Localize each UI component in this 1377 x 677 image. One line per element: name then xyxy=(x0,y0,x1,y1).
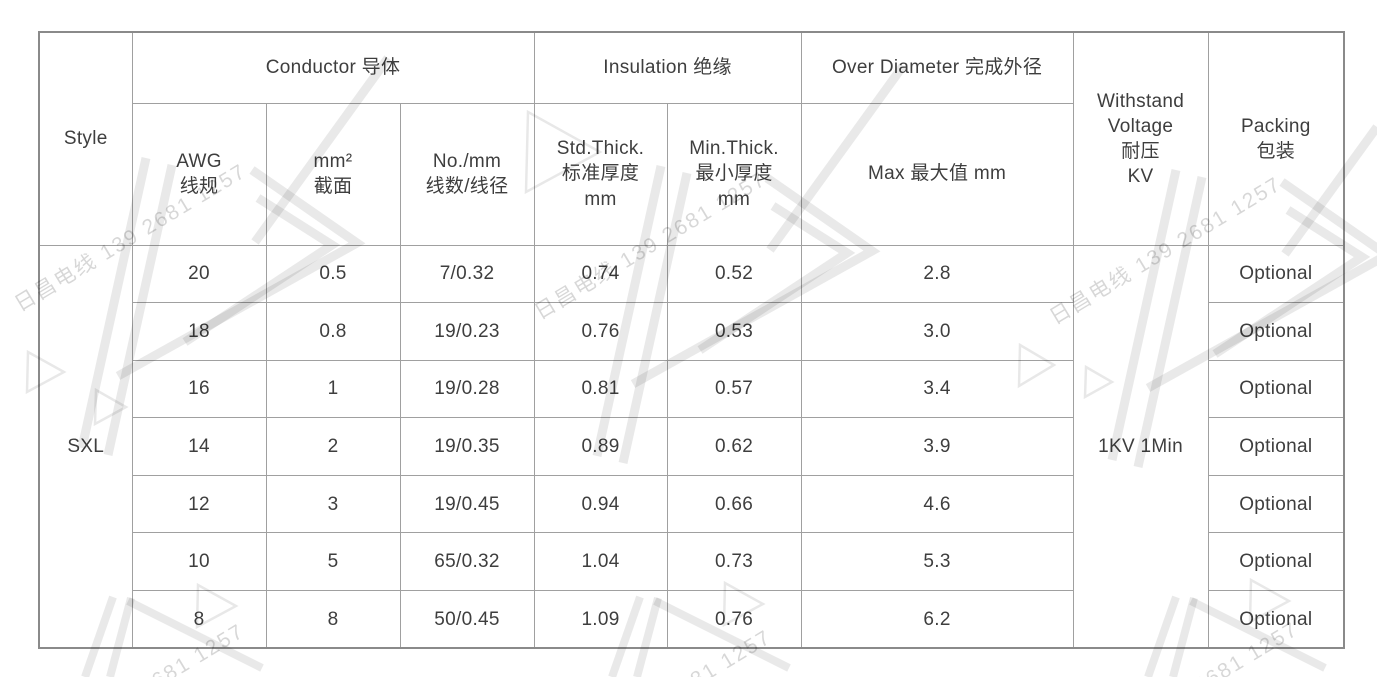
table-row: 8 8 50/0.45 1.09 0.76 6.2 Optional xyxy=(39,590,1345,649)
sub-header-row: AWG 线规 mm² 截面 No./mm 线数/线径 Std.Thick. 标准… xyxy=(39,102,1344,246)
cell-max: 3.4 xyxy=(800,359,1074,419)
col-header-withstand-voltage: Withstand Voltage 耐压 KV xyxy=(1072,31,1209,246)
cell-max: 4.6 xyxy=(800,474,1074,534)
cell-min-thick: 0.66 xyxy=(666,474,802,534)
cell-awg: 10 xyxy=(131,532,267,592)
cell-min-thick: 0.62 xyxy=(666,417,802,476)
table-row: 18 0.8 19/0.23 0.76 0.53 3.0 Optional xyxy=(39,302,1345,361)
style-value-cell: SXL xyxy=(38,244,133,649)
cell-mm2: 5 xyxy=(265,532,401,592)
cell-min-thick: 0.73 xyxy=(666,532,802,592)
col-header-std-thick: Std.Thick. 标准厚度 mm xyxy=(533,102,668,246)
cell-awg: 16 xyxy=(131,359,267,419)
cell-mm2: 0.8 xyxy=(265,302,401,361)
cell-std-thick: 0.74 xyxy=(533,244,668,304)
col-header-max: Max 最大值 mm xyxy=(800,102,1074,246)
cell-packing: Optional xyxy=(1207,532,1345,592)
group-header-row: Style Conductor 导体 Insulation 绝缘 Over Di… xyxy=(38,31,1345,246)
cell-no-mm: 7/0.32 xyxy=(399,244,535,304)
cell-no-mm: 19/0.23 xyxy=(399,302,535,361)
cell-std-thick: 0.76 xyxy=(533,302,668,361)
wire-spec-table: Style Conductor 导体 Insulation 绝缘 Over Di… xyxy=(38,31,1346,650)
cell-min-thick: 0.53 xyxy=(666,302,802,361)
cell-min-thick: 0.52 xyxy=(666,244,802,304)
cell-mm2: 8 xyxy=(265,590,401,649)
cell-awg: 18 xyxy=(131,302,267,361)
col-header-no-mm: No./mm 线数/线径 xyxy=(399,102,535,246)
cell-std-thick: 1.04 xyxy=(533,532,668,592)
cell-std-thick: 1.09 xyxy=(533,590,668,649)
cell-std-thick: 0.89 xyxy=(533,417,668,476)
cell-packing: Optional xyxy=(1207,474,1345,534)
col-header-min-thick: Min.Thick. 最小厚度 mm xyxy=(666,102,802,246)
cell-max: 3.0 xyxy=(800,302,1074,361)
cell-awg: 20 xyxy=(131,244,267,304)
cell-std-thick: 0.81 xyxy=(533,359,668,419)
cell-packing: Optional xyxy=(1207,417,1345,476)
cell-max: 5.3 xyxy=(800,532,1074,592)
col-header-packing: Packing 包装 xyxy=(1207,31,1345,246)
col-header-mm2: mm² 截面 xyxy=(265,102,401,246)
cell-packing: Optional xyxy=(1207,244,1345,304)
cell-packing: Optional xyxy=(1207,590,1345,649)
group-header-over-diameter: Over Diameter 完成外径 xyxy=(800,31,1074,104)
col-header-style: Style xyxy=(38,31,133,246)
cell-awg: 14 xyxy=(131,417,267,476)
cell-no-mm: 65/0.32 xyxy=(399,532,535,592)
cell-mm2: 0.5 xyxy=(265,244,401,304)
table-row: 10 5 65/0.32 1.04 0.73 5.3 Optional xyxy=(39,532,1345,592)
cell-no-mm: 50/0.45 xyxy=(399,590,535,649)
group-header-conductor: Conductor 导体 xyxy=(131,31,535,104)
cell-min-thick: 0.57 xyxy=(666,359,802,419)
cell-awg: 12 xyxy=(131,474,267,534)
cell-max: 6.2 xyxy=(800,590,1074,649)
group-header-insulation: Insulation 绝缘 xyxy=(533,31,802,104)
cell-no-mm: 19/0.35 xyxy=(399,417,535,476)
cell-max: 3.9 xyxy=(800,417,1074,476)
withstand-value-cell: 1KV 1Min xyxy=(1072,244,1209,649)
table-row: 14 2 19/0.35 0.89 0.62 3.9 Optional xyxy=(39,417,1345,476)
cell-no-mm: 19/0.45 xyxy=(399,474,535,534)
cell-mm2: 1 xyxy=(265,359,401,419)
table-row: SXL 20 0.5 7/0.32 0.74 0.52 2.8 1KV 1Min… xyxy=(38,244,1345,649)
cell-awg: 8 xyxy=(131,590,267,649)
col-header-awg: AWG 线规 xyxy=(131,102,267,246)
cell-packing: Optional xyxy=(1207,359,1345,419)
cell-mm2: 2 xyxy=(265,417,401,476)
cell-mm2: 3 xyxy=(265,474,401,534)
cell-packing: Optional xyxy=(1207,302,1345,361)
cell-min-thick: 0.76 xyxy=(666,590,802,649)
cell-std-thick: 0.94 xyxy=(533,474,668,534)
cell-no-mm: 19/0.28 xyxy=(399,359,535,419)
cell-max: 2.8 xyxy=(800,244,1074,304)
